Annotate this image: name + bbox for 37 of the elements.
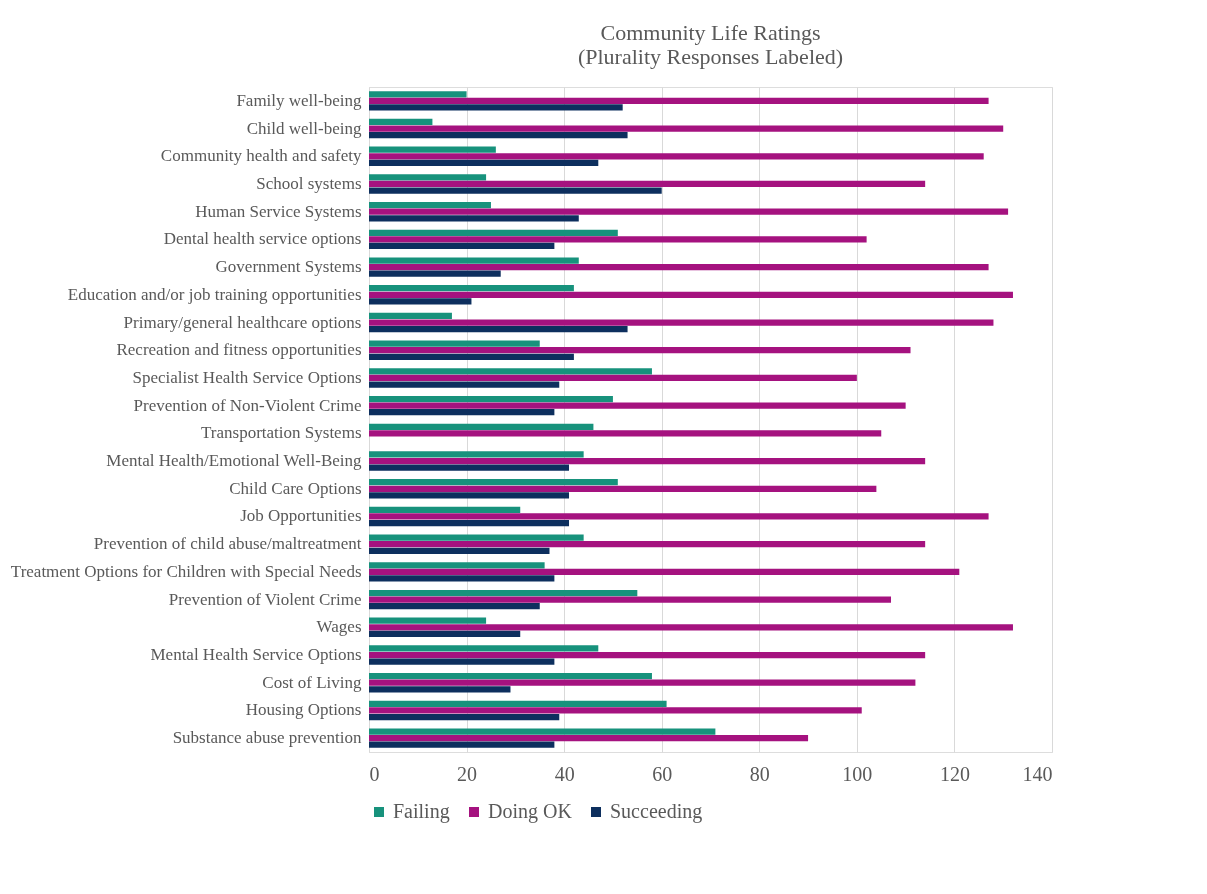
y-tick-label: Child Care Options [229,478,362,498]
y-tick-label: Housing Options [245,700,362,720]
x-tick-label: 40 [554,762,575,785]
y-tick-label: Transportation Systems [201,423,362,443]
y-tick-label: Recreation and fitness opportunities [116,340,362,360]
x-tick-label: 20 [457,762,478,785]
y-tick-label: Job Opportunities [240,506,362,526]
legend-label: Succeeding [610,800,703,823]
y-tick-label: Wages [316,617,362,637]
legend-label: Failing [393,800,450,823]
x-tick-label: 80 [749,762,770,785]
text: (Plurality Responses Labeled) [577,44,844,69]
y-tick-label: Mental Health/Emotional Well-Being [106,451,362,471]
y-tick-label: Prevention of child abuse/maltreatment [93,534,362,554]
y-tick-label: Government Systems [215,257,362,277]
x-tick-label: 0 [369,762,380,785]
y-tick-label: Child well-being [246,118,362,138]
x-tick-label: 120 [939,762,970,785]
text: Community Life Ratings [600,20,821,45]
legend-label: Doing OK [488,800,573,823]
y-tick-label: Human Service Systems [195,201,362,221]
y-tick-label: Prevention of Violent Crime [168,589,362,609]
y-tick-label: Cost of Living [262,672,362,692]
y-tick-label: School systems [256,173,362,193]
y-tick-label: Mental Health Service Options [150,645,362,665]
y-tick-label: Specialist Health Service Options [132,367,362,387]
y-tick-label: Treatment Options for Children with Special Needs [10,561,362,581]
y-tick-label: Substance abuse prevention [172,728,362,748]
x-tick-label: 140 [1022,762,1053,785]
y-tick-label: Community health and safety [160,146,362,166]
y-tick-label: Education and/or job training opportunities [67,284,362,304]
x-tick-label: 100 [842,762,873,785]
y-tick-label: Family well-being [236,90,362,110]
y-tick-label: Prevention of Non-Violent Crime [133,395,362,415]
y-tick-label: Dental health service options [163,229,362,249]
y-tick-label: Primary/general healthcare options [123,312,362,332]
x-tick-label: 60 [652,762,673,785]
